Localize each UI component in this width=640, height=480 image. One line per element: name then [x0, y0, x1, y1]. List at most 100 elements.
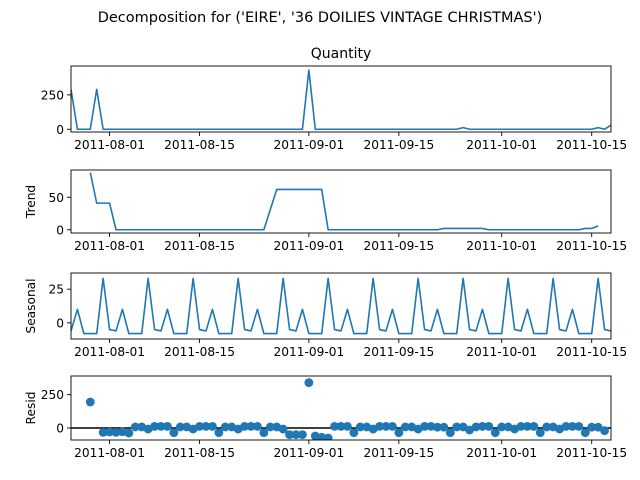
trend-x-tick-label: 2011-08-01	[74, 239, 145, 253]
resid-point	[163, 422, 172, 431]
resid-point	[574, 422, 584, 431]
seasonal-x-tick-label: 2011-10-01	[466, 345, 537, 359]
resid-point	[253, 422, 262, 431]
seasonal-data	[71, 277, 611, 335]
resid-panel: 2011-08-01 2011-08-15 2011-09-01 2011-09-15…	[24, 375, 627, 460]
trend-x-tick-label: 2011-08-15	[164, 239, 235, 253]
trend-x-tick-label: 2011-10-15	[556, 239, 627, 253]
resid-point	[388, 422, 397, 431]
seasonal-y-label: Seasonal	[24, 278, 38, 333]
observed-frame	[70, 65, 612, 133]
resid-point	[343, 422, 352, 431]
observed-y-tick-label: 0	[56, 123, 64, 137]
resid-y-label: Resid	[24, 392, 38, 425]
seasonal-y-tick-label: 25	[48, 283, 64, 297]
trend-data	[89, 172, 599, 231]
resid-point	[497, 422, 507, 432]
resid-point	[542, 422, 552, 432]
panels: 2011-08-01 2011-08-15 2011-09-01 2011-09-15…	[24, 46, 627, 460]
resid-point	[375, 422, 384, 431]
resid-point	[98, 428, 108, 437]
resid-point	[568, 422, 577, 431]
resid-point	[304, 378, 314, 388]
resid-point	[124, 428, 134, 438]
observed-x-tick-label: 2011-09-01	[273, 138, 344, 152]
resid-point	[214, 428, 224, 438]
resid-point	[400, 422, 410, 432]
trend-x-tick-label: 2011-10-01	[466, 239, 537, 253]
resid-point	[175, 422, 185, 432]
resid-point	[516, 422, 526, 431]
resid-point	[201, 422, 211, 431]
resid-point	[323, 433, 333, 440]
resid-point	[220, 422, 230, 432]
resid-point	[259, 428, 269, 438]
seasonal-x-tick-label: 2011-08-01	[74, 345, 145, 359]
resid-point	[246, 422, 256, 431]
resid-x-tick-label: 2011-08-15	[164, 446, 235, 460]
resid-point	[478, 422, 487, 431]
resid-point	[433, 422, 442, 432]
seasonal-x-tick-label: 2011-08-15	[164, 345, 235, 359]
observed-x-tick-label: 2011-08-01	[74, 138, 145, 152]
resid-point	[420, 422, 429, 431]
resid-point	[85, 397, 95, 407]
observed-title: Quantity	[311, 46, 372, 62]
resid-point	[349, 428, 359, 438]
resid-point	[394, 428, 404, 438]
resid-point	[426, 422, 436, 431]
observed-x-tick-label: 2011-09-15	[363, 138, 434, 152]
resid-x-tick-label: 2011-10-15	[556, 446, 627, 460]
observed-y-tick-label: 250	[41, 88, 64, 102]
trend-y-tick-label: 0	[56, 223, 64, 237]
observed-series-line	[71, 69, 611, 131]
resid-point	[490, 428, 500, 438]
resid-point	[336, 422, 346, 431]
resid-point	[445, 428, 455, 438]
resid-point	[169, 428, 179, 438]
resid-point	[330, 422, 339, 431]
resid-x-tick-label: 2011-08-01	[74, 446, 145, 460]
seasonal-y-tick-label: 0	[56, 316, 64, 330]
resid-point	[355, 422, 365, 432]
resid-point	[600, 426, 609, 436]
resid-point	[195, 422, 204, 431]
resid-point	[240, 422, 249, 431]
trend-y-tick-label: 50	[48, 191, 64, 205]
resid-point	[452, 422, 462, 432]
trend-x-tick-label: 2011-09-01	[273, 239, 344, 253]
resid-data	[71, 378, 611, 440]
resid-point	[523, 422, 532, 431]
resid-point	[587, 422, 597, 432]
observed-x-tick-label: 2011-08-15	[164, 138, 235, 152]
resid-point	[561, 422, 571, 431]
resid-point	[265, 422, 275, 432]
resid-point	[381, 422, 391, 431]
resid-point	[291, 430, 301, 440]
trend-panel: 2011-08-01 2011-08-15 2011-09-01 2011-09-15…	[24, 169, 627, 253]
resid-x-tick-label: 2011-10-01	[466, 446, 537, 460]
seasonal-panel: 2011-08-01 2011-08-15 2011-09-01 2011-09-15…	[24, 272, 627, 359]
observed-x-tick-label: 2011-10-01	[466, 138, 537, 152]
resid-point	[130, 422, 140, 432]
resid-point	[593, 422, 603, 432]
resid-x-tick-label: 2011-09-15	[363, 446, 434, 460]
trend-x-tick-label: 2011-09-15	[363, 239, 434, 253]
resid-point	[208, 422, 217, 431]
resid-point	[111, 428, 121, 437]
resid-point	[278, 424, 288, 434]
observed-data	[71, 69, 611, 131]
resid-point	[471, 422, 481, 432]
resid-frame	[70, 375, 612, 441]
seasonal-x-tick-label: 2011-10-15	[556, 345, 627, 359]
resid-point	[298, 430, 307, 440]
resid-x-tick-label: 2011-09-01	[273, 446, 344, 460]
resid-point	[150, 422, 159, 431]
resid-y-tick-label: 0	[56, 422, 64, 436]
resid-point	[529, 422, 539, 431]
trend-frame	[70, 169, 612, 234]
resid-point	[484, 422, 494, 431]
resid-point	[285, 430, 294, 440]
resid-point	[156, 422, 166, 431]
